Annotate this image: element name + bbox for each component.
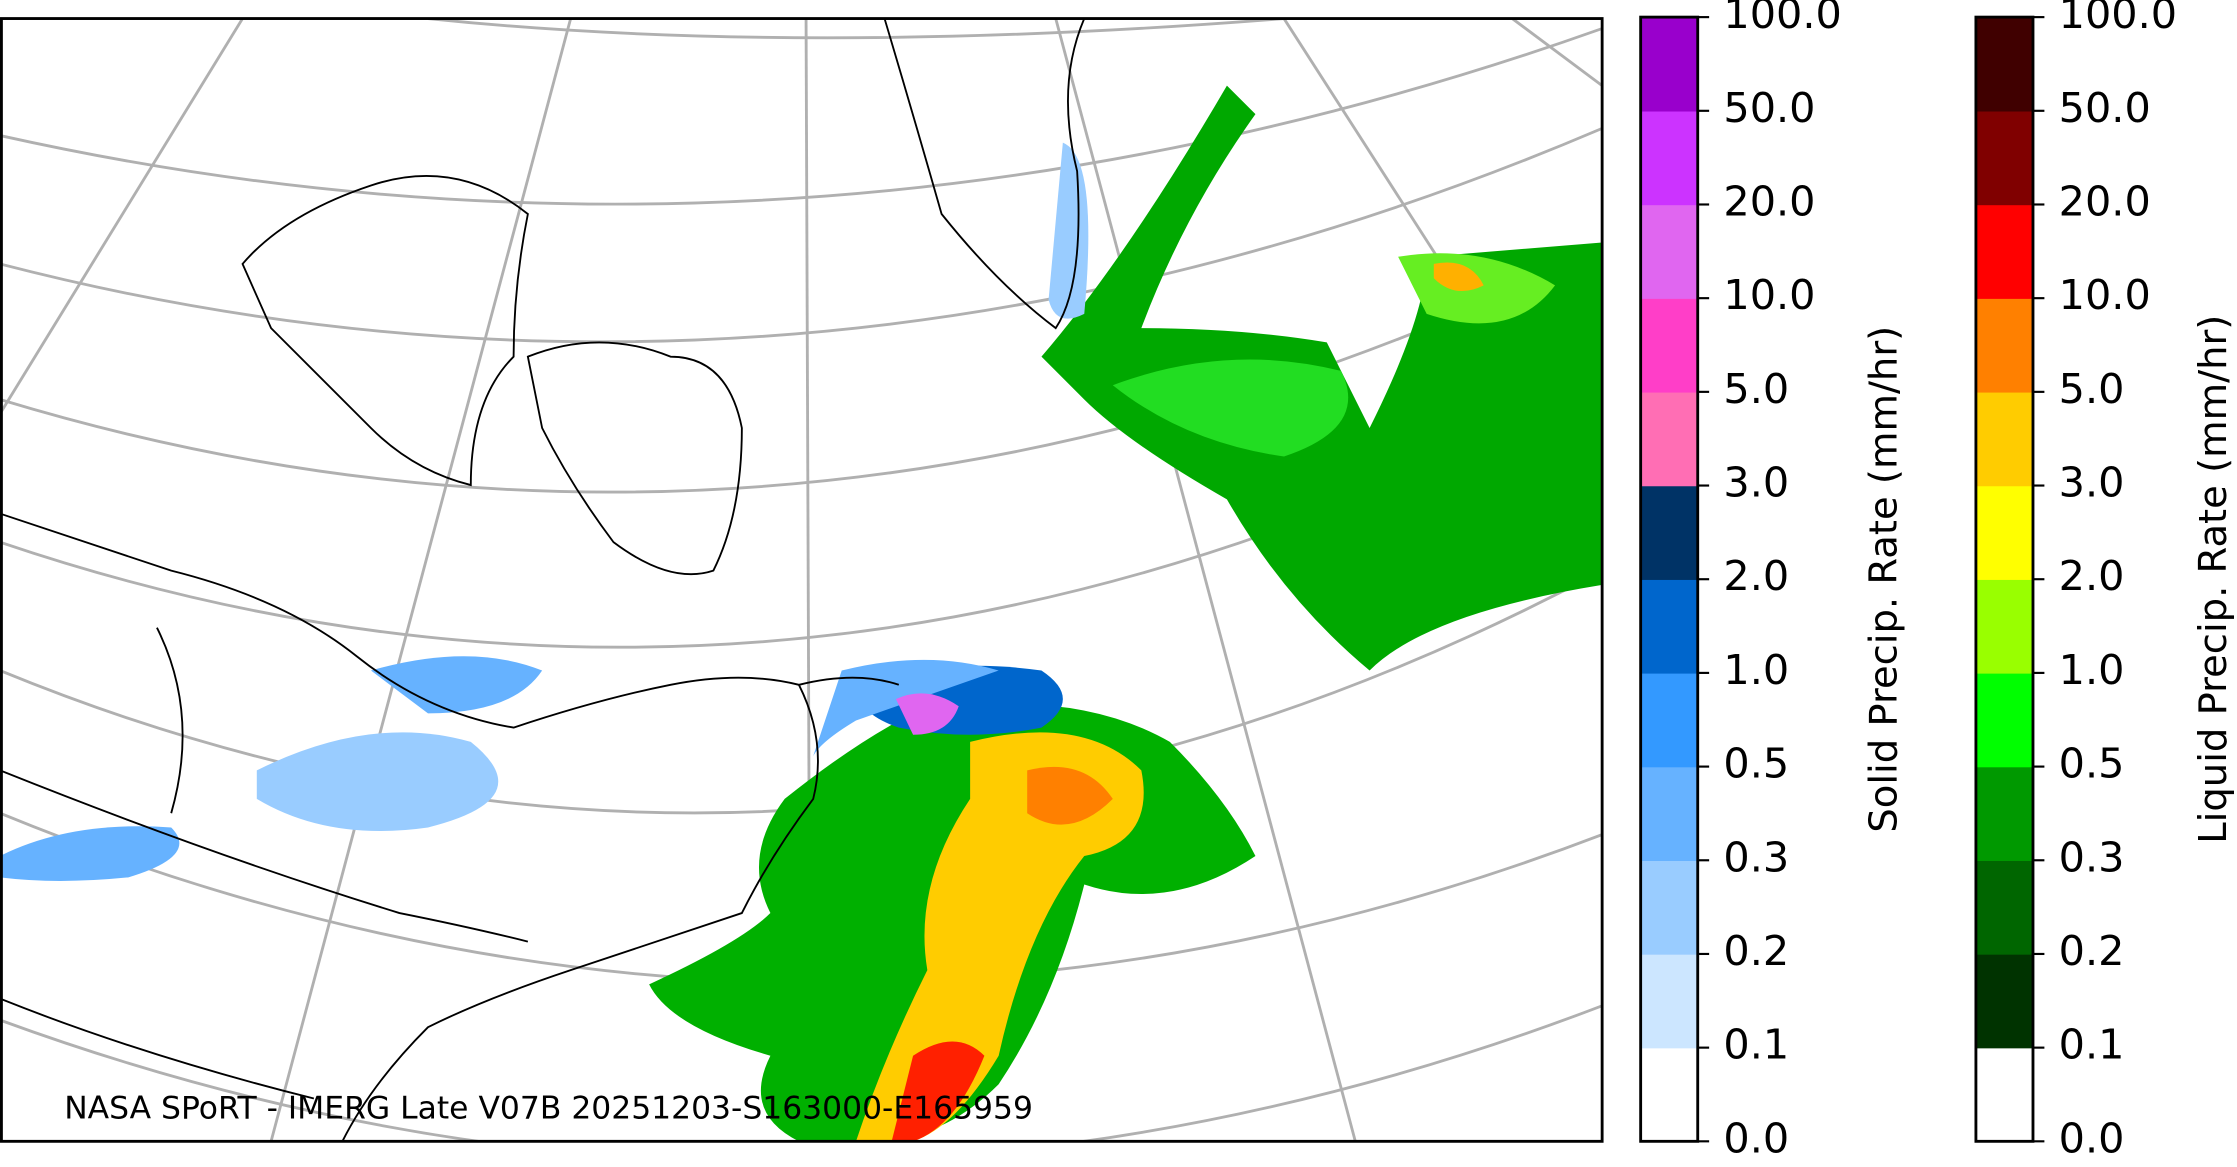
colorbar-segment — [1975, 860, 2033, 955]
colorbar-segment — [1975, 579, 2033, 674]
colorbar-segment — [1975, 391, 2033, 487]
colorbar-segment — [1975, 110, 2033, 206]
colorbar-tick-label: 3.0 — [1723, 459, 1789, 507]
colorbar-tick-label: 100.0 — [2059, 0, 2177, 38]
colorbar-label: Liquid Precip. Rate (mm/hr) — [2191, 315, 2236, 844]
colorbar: 0.0 0.1 0.2 0.3 0.5 1.0 2.0 3.0 5.0 10.0 20.0 50.0 1… — [1639, 0, 1907, 1162]
colorbar-segment — [1640, 391, 1698, 487]
colorbar-segment — [1975, 298, 2033, 393]
colorbar-segment — [1640, 953, 1698, 1049]
colorbar-tick-label: 5.0 — [1723, 365, 1789, 413]
colorbar-tick-label: 5.0 — [2059, 365, 2125, 413]
precip-areas — [1, 85, 1603, 1142]
colorbar: 0.0 0.1 0.2 0.3 0.5 1.0 2.0 3.0 5.0 10.0 20.0 50.0 1… — [1974, 0, 2236, 1162]
colorbar-tick-label: 2.0 — [2059, 552, 2125, 600]
colorbar-segment — [1640, 110, 1698, 206]
colorbar-segment — [1975, 766, 2033, 861]
colorbar-tick-label: 0.2 — [1723, 927, 1789, 975]
colorbar-segment — [1640, 579, 1698, 674]
map-caption: NASA SPoRT - IMERG Late V07B 20251203-S1… — [64, 1090, 1033, 1126]
colorbar-segment — [1640, 17, 1698, 112]
colorbar-tick-label: 20.0 — [2059, 177, 2151, 225]
colorbar-tick-label: 1.0 — [2059, 646, 2125, 694]
coastlines — [1, 18, 1086, 1142]
colorbar-segment — [1975, 204, 2033, 299]
colorbar-segment — [1975, 953, 2033, 1049]
colorbar-segment — [1975, 672, 2033, 768]
colorbar-tick-label: 0.1 — [2059, 1021, 2125, 1069]
colorbar-tick-label: 0.1 — [1723, 1021, 1789, 1069]
colorbar-tick-label: 3.0 — [2059, 459, 2125, 507]
map: NASA SPoRT - IMERG Late V07B 20251203-S1… — [1, 18, 1603, 1142]
colorbar-tick-label: 20.0 — [1723, 177, 1815, 225]
colorbar-tick-label: 50.0 — [1723, 84, 1815, 132]
colorbar-tick-label: 1.0 — [1723, 646, 1789, 694]
colorbar-label: Solid Precip. Rate (mm/hr) — [1862, 326, 1907, 833]
colorbar-tick-label: 0.5 — [1723, 740, 1789, 788]
colorbar-tick-label: 0.3 — [1723, 833, 1789, 881]
colorbar-tick-label: 10.0 — [1723, 271, 1815, 319]
colorbar-tick-label: 0.0 — [1723, 1114, 1789, 1162]
colorbar-tick-label: 50.0 — [2059, 84, 2151, 132]
colorbar-segment — [1975, 1047, 2033, 1143]
colorbar-segment — [1640, 204, 1698, 299]
colorbar-tick-label: 0.0 — [2059, 1114, 2125, 1162]
colorbar-segment — [1975, 485, 2033, 580]
colorbar-tick-label: 100.0 — [1723, 0, 1841, 38]
map-frame — [0, 17, 1604, 1143]
colorbar-tick-label: 10.0 — [2059, 271, 2151, 319]
colorbar-segment — [1640, 672, 1698, 768]
colorbar-segment — [1640, 766, 1698, 861]
colorbar-segment — [1640, 1047, 1698, 1143]
colorbar-tick-label: 0.3 — [2059, 833, 2125, 881]
colorbar-tick-label: 2.0 — [1723, 552, 1789, 600]
colorbar-segment — [1975, 17, 2033, 112]
colorbar-tick-label: 0.5 — [2059, 740, 2125, 788]
colorbar-tick-label: 0.2 — [2059, 927, 2125, 975]
colorbar-segment — [1640, 485, 1698, 580]
colorbar-segment — [1640, 860, 1698, 955]
colorbar-segment — [1640, 298, 1698, 393]
